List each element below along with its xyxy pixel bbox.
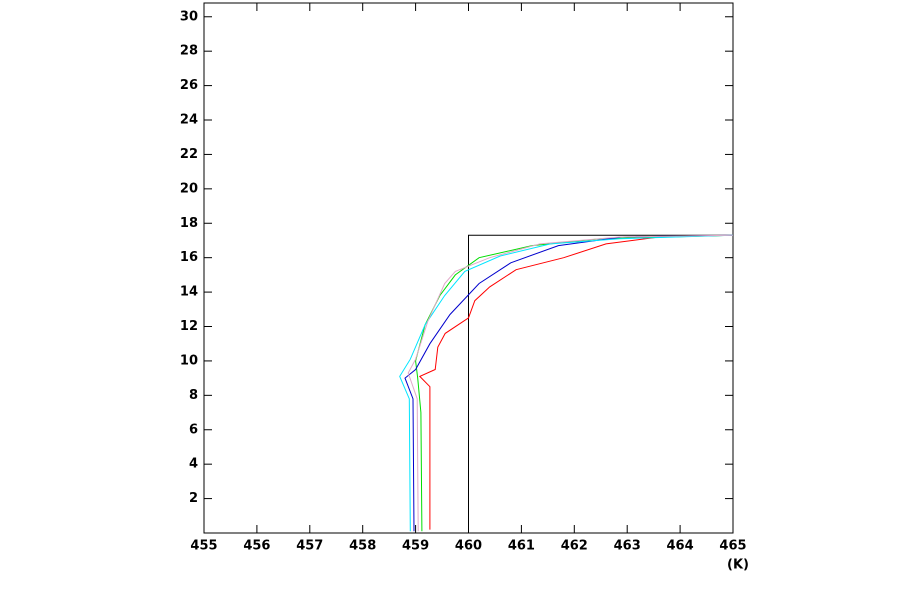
x-tick-label: 464	[667, 539, 694, 554]
profile-line	[415, 234, 734, 532]
x-tick-label: 458	[349, 539, 376, 554]
x-tick-label: 461	[508, 539, 535, 554]
y-tick-label: 12	[180, 319, 198, 334]
x-tick-label: 463	[614, 539, 641, 554]
y-tick-label: 6	[189, 422, 198, 437]
x-tick-label: 459	[402, 539, 429, 554]
x-tick-label: 465	[719, 539, 746, 554]
profile-line	[418, 234, 734, 530]
y-tick-label: 4	[189, 457, 198, 472]
y-tick-label: 8	[189, 388, 198, 403]
y-tick-label: 20	[180, 181, 198, 196]
x-tick-label: 462	[561, 539, 588, 554]
y-tick-label: 22	[180, 147, 198, 162]
x-tick-label: 455	[190, 539, 217, 554]
x-axis-label: (K)	[727, 558, 749, 573]
x-tick-label: 460	[455, 539, 482, 554]
profile-line	[404, 234, 734, 532]
y-tick-label: 2	[189, 491, 198, 506]
y-tick-label: 26	[180, 78, 198, 93]
profile-line	[468, 234, 733, 533]
y-tick-label: 16	[180, 250, 198, 265]
y-tick-label: 30	[180, 9, 198, 24]
y-tick-label: 24	[180, 113, 198, 128]
y-tick-label: 14	[180, 285, 198, 300]
y-tick-label: 18	[180, 216, 198, 231]
y-tick-label: 10	[180, 353, 198, 368]
x-tick-label: 457	[296, 539, 323, 554]
x-tick-label: 456	[243, 539, 270, 554]
profile-line	[399, 234, 734, 532]
y-tick-label: 28	[180, 44, 198, 59]
profile-line	[407, 234, 734, 532]
